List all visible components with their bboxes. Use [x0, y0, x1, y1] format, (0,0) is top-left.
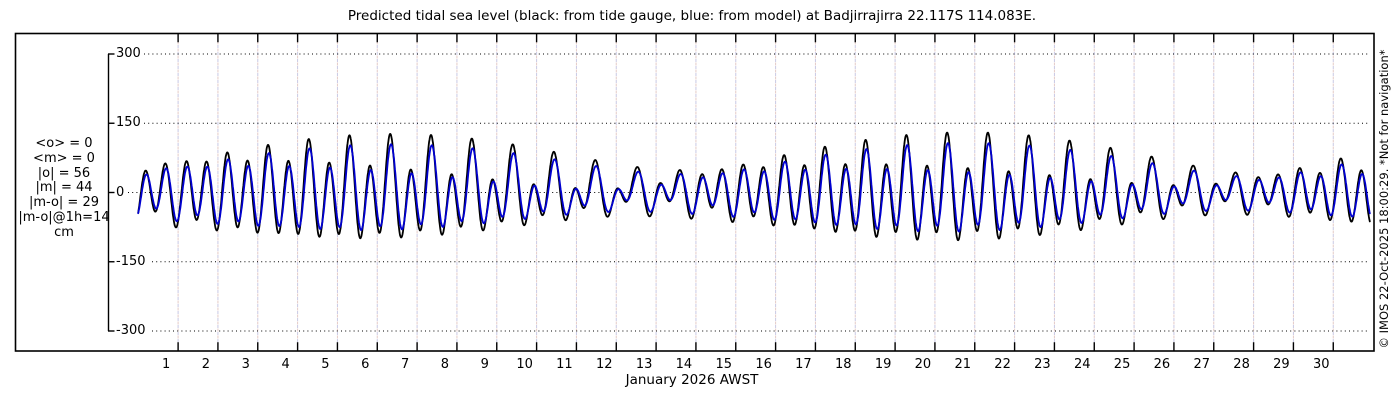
x-tick-label: 19 [874, 357, 892, 372]
x-tick-label: 21 [954, 357, 972, 372]
y-tick-label: -150 [116, 253, 146, 269]
x-tick-label: 8 [440, 357, 450, 372]
y-tick-label: -300 [116, 323, 146, 338]
x-tick-label: 2 [201, 357, 211, 372]
stats-line: |o| = 56 [37, 165, 91, 181]
y-tick-label: 300 [116, 45, 141, 61]
x-tick-label: 13 [635, 357, 653, 372]
x-tick-label: 9 [480, 357, 489, 372]
x-tick-label: 29 [1273, 357, 1290, 372]
x-tick-label: 22 [994, 357, 1011, 372]
imos-watermark: © IMOS 22-Oct-2025 18:00:29. *Not for na… [1377, 49, 1391, 349]
stats-line: |m-o| = 29 [28, 195, 99, 211]
x-tick-label: 14 [675, 357, 693, 372]
x-tick-label: 26 [1153, 357, 1171, 372]
stats-block: <o> = 0 <m> = 0 |o| = 56 |m| = 44 |m-o| = 29… [8, 136, 120, 241]
x-tick-label: 18 [834, 357, 852, 372]
x-tick-label: 6 [361, 357, 370, 372]
x-tick-label: 25 [1113, 357, 1131, 372]
x-tick-label: 10 [516, 357, 533, 372]
x-tick-label: 28 [1233, 357, 1250, 372]
x-tick-label: 20 [914, 357, 932, 372]
stats-line: <m> = 0 [33, 150, 95, 166]
stats-line: <o> = 0 [35, 136, 93, 151]
y-tick-label: 0 [116, 184, 125, 200]
x-tick-label: 12 [595, 357, 613, 372]
x-tick-label: 1 [161, 357, 171, 372]
x-tick-label: 7 [400, 357, 410, 372]
stats-line: cm [54, 224, 74, 240]
y-tick-label: 150 [116, 115, 141, 131]
stats-line: |m| = 44 [35, 180, 93, 196]
x-tick-label: 3 [241, 357, 250, 372]
x-axis-title: January 2026 AWST [625, 372, 759, 388]
x-tick-label: 5 [321, 357, 330, 372]
x-tick-label: 24 [1073, 357, 1091, 372]
x-tick-label: 23 [1034, 357, 1051, 372]
x-tick-label: 15 [715, 357, 733, 372]
x-tick-label: 30 [1312, 357, 1330, 372]
x-tick-label: 16 [755, 357, 772, 372]
chart-title: Predicted tidal sea level (black: from t… [347, 8, 1037, 24]
x-tick-label: 17 [795, 357, 812, 372]
stats-line: |m-o|@1h=14 [18, 209, 110, 225]
x-tick-label: 11 [556, 357, 573, 372]
x-tick-label: 4 [281, 357, 290, 372]
x-tick-label: 27 [1193, 357, 1211, 372]
